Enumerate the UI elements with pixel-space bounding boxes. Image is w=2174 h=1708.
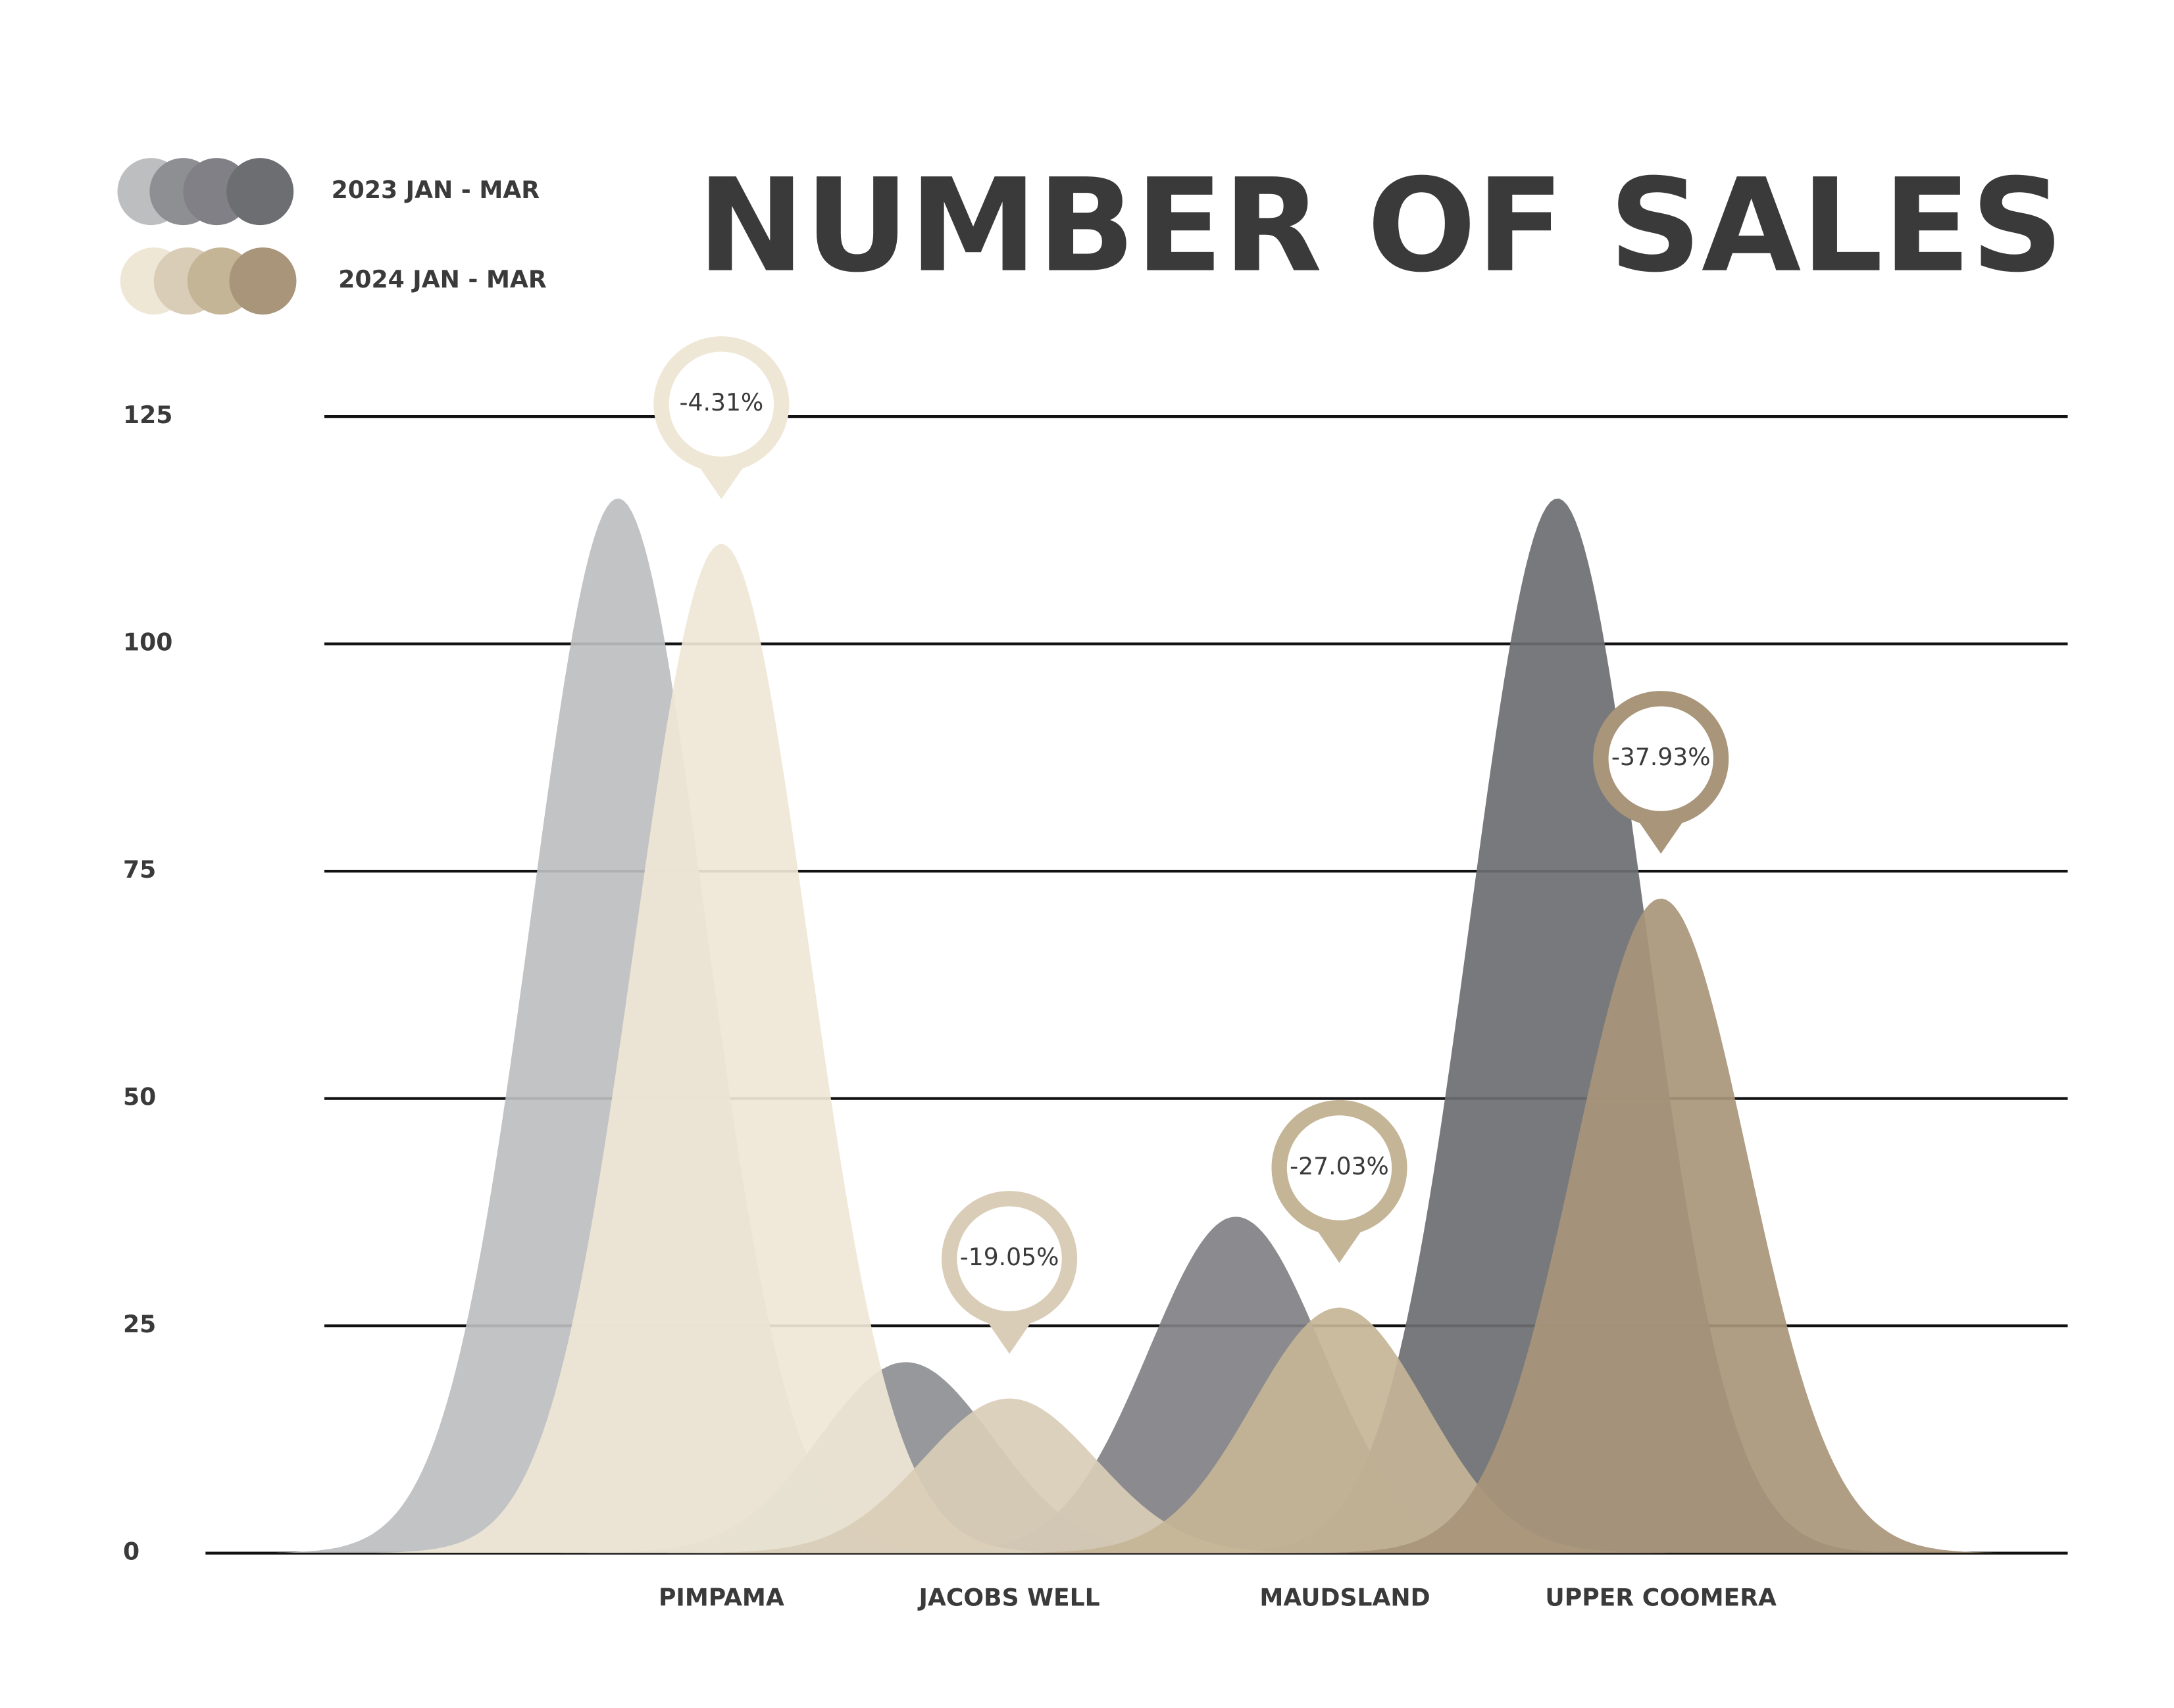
y-tick-label: 25	[123, 1310, 156, 1338]
area-peak	[992, 1307, 1685, 1553]
chart-title: NUMBER OF SALES	[697, 152, 2064, 301]
legend-swatch	[229, 247, 297, 315]
change-pin: -27.03%	[1271, 1099, 1407, 1263]
legend-label: 2024 JAN - MAR	[338, 265, 547, 293]
area-peak	[374, 543, 1067, 1553]
legend-swatch	[226, 158, 294, 226]
pin-ring	[653, 336, 790, 472]
area-peak	[271, 498, 963, 1553]
change-label: -4.31%	[680, 388, 764, 416]
change-label: -27.03%	[1290, 1152, 1389, 1180]
x-tick-label: UPPER COOMERA	[1545, 1584, 1777, 1612]
pin-ring	[1593, 691, 1729, 827]
areas	[271, 498, 2007, 1553]
change-label: -19.05%	[960, 1243, 1059, 1271]
change-pin: -19.05%	[942, 1191, 1078, 1354]
change-label: -37.93%	[1611, 743, 1711, 771]
pin-ring	[1271, 1099, 1407, 1236]
area-peak	[1314, 898, 2007, 1553]
y-tick-label: 0	[123, 1538, 139, 1566]
area-peak	[889, 1217, 1582, 1553]
x-tick-label: MAUDSLAND	[1259, 1584, 1430, 1612]
change-pin: -37.93%	[1593, 691, 1729, 854]
y-tick-label: 100	[123, 628, 172, 657]
x-tick-label: JACOBS WELL	[917, 1584, 1100, 1612]
y-tick-label: 50	[123, 1083, 156, 1111]
pin-ring	[942, 1191, 1078, 1327]
foreground: 0 25 50 75 100 125 PIMPAMA JACOBS WELL MAUDSLAND…	[117, 158, 1777, 1612]
change-pin: -4.31%	[653, 336, 790, 499]
legend-label: 2023 JAN - MAR	[332, 176, 540, 204]
area-peak	[663, 1398, 1355, 1553]
x-tick-label: PIMPAMA	[659, 1584, 784, 1612]
y-tick-label: 75	[123, 855, 156, 884]
y-tick-label: 125	[123, 401, 172, 429]
area-peak	[1211, 498, 1903, 1553]
